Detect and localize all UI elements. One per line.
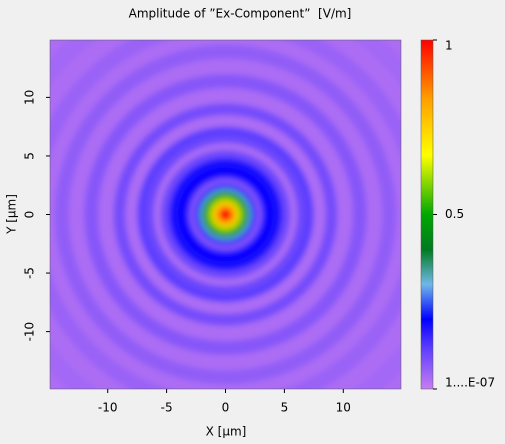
colorbar [420,39,434,390]
y-tick-label: 0 [23,211,37,219]
x-axis-label: X [µm] [206,425,247,439]
colorbar-tick-label: 1....E-07 [445,376,495,390]
chart-title: Amplitude of ”Ex-Component” [V/m] [129,7,352,21]
y-tick-label: -10 [23,322,37,342]
y-axis-label: Y [µm] [5,194,19,235]
x-tick-label: -10 [98,401,118,415]
x-tick-label: 5 [281,401,289,415]
y-tick-label: -5 [23,267,37,279]
field-peak [221,210,230,219]
colorbar-tick-label: 0.5 [445,207,464,221]
x-tick-label: 10 [336,401,351,415]
colorbar-tick-label: 1 [445,39,453,53]
field [50,40,401,389]
x-tick-label: -5 [161,401,173,415]
x-tick-label: 0 [222,401,230,415]
y-tick-label: 10 [23,90,37,105]
plot-area [50,40,401,389]
y-tick-label: 5 [23,152,37,160]
